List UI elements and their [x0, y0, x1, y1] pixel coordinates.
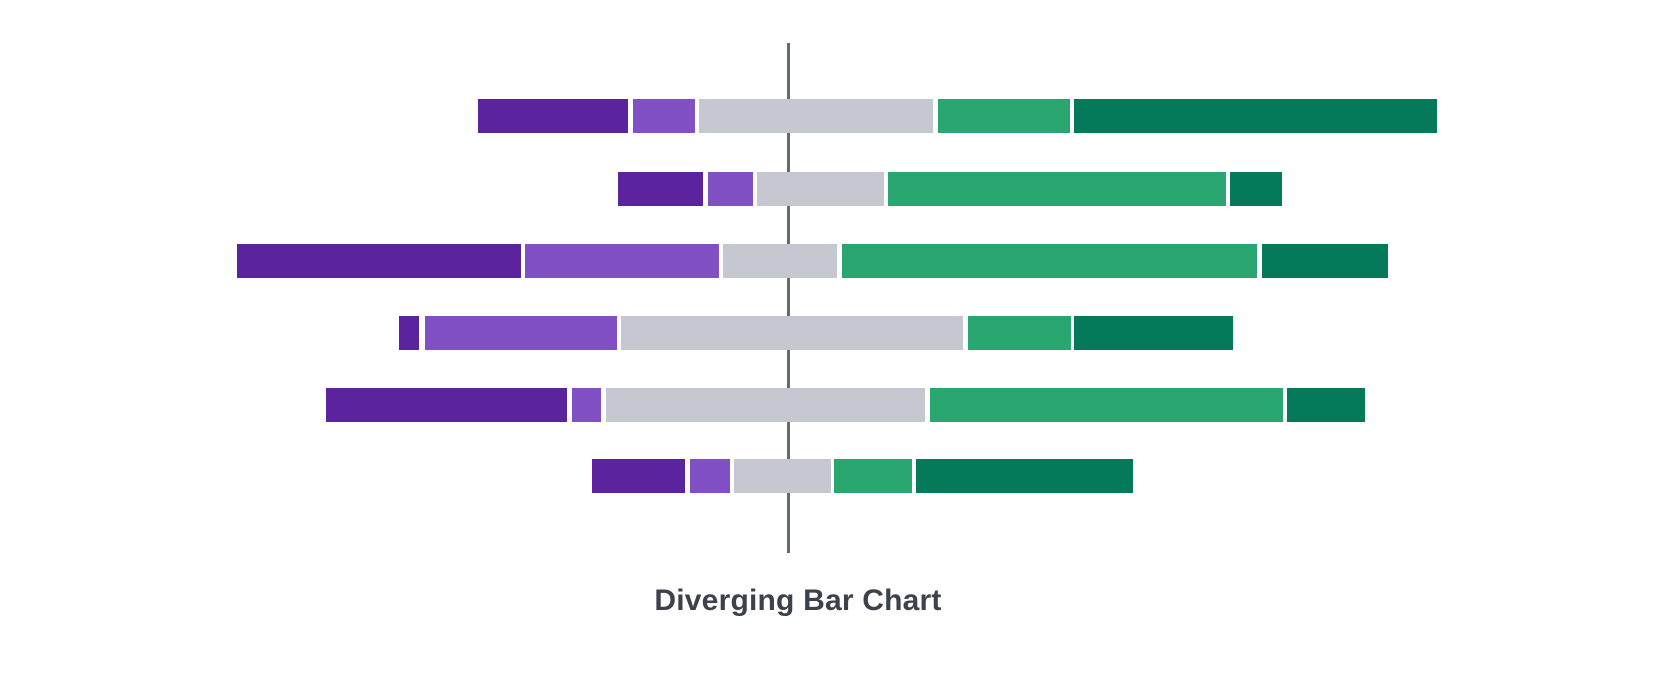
bar-segment-medium-green-row-3: [842, 244, 1257, 278]
bar-segment-dark-green-row-3: [1262, 244, 1388, 278]
bar-segment-light-purple-row-1: [633, 99, 695, 133]
bar-segment-light-purple-row-6: [690, 459, 730, 493]
bar-segment-medium-green-row-2: [888, 172, 1226, 206]
bar-segment-dark-green-row-1: [1074, 99, 1437, 133]
bar-segment-dark-purple-row-1: [478, 99, 628, 133]
bar-segment-medium-green-row-4: [968, 316, 1071, 350]
bar-segment-dark-green-row-5: [1287, 388, 1365, 422]
bar-segment-medium-green-row-6: [834, 459, 912, 493]
bar-segment-light-purple-row-2: [708, 172, 753, 206]
bar-segment-neutral-gray-row-4: [621, 316, 963, 350]
chart-title: Diverging Bar Chart: [654, 584, 942, 617]
bar-segment-dark-green-row-6: [916, 459, 1133, 493]
bar-segment-light-purple-row-4: [425, 316, 617, 350]
bar-segment-neutral-gray-row-6: [734, 459, 831, 493]
bar-segment-dark-purple-row-2: [618, 172, 703, 206]
bar-segment-neutral-gray-row-2: [757, 172, 884, 206]
bar-segment-dark-green-row-4: [1074, 316, 1233, 350]
bar-segment-medium-green-row-1: [938, 99, 1070, 133]
bar-segment-dark-purple-row-4: [399, 316, 419, 350]
bar-segment-dark-purple-row-3: [237, 244, 521, 278]
bar-segment-dark-green-row-2: [1230, 172, 1282, 206]
bar-segment-medium-green-row-5: [930, 388, 1283, 422]
bar-segment-light-purple-row-5: [572, 388, 601, 422]
center-axis-line: [786, 43, 790, 553]
bar-segment-dark-purple-row-5: [326, 388, 567, 422]
bar-segment-dark-purple-row-6: [592, 459, 685, 493]
bar-segment-neutral-gray-row-3: [723, 244, 837, 278]
bar-segment-neutral-gray-row-5: [606, 388, 925, 422]
bar-segment-light-purple-row-3: [525, 244, 719, 278]
bar-segment-neutral-gray-row-1: [699, 99, 933, 133]
